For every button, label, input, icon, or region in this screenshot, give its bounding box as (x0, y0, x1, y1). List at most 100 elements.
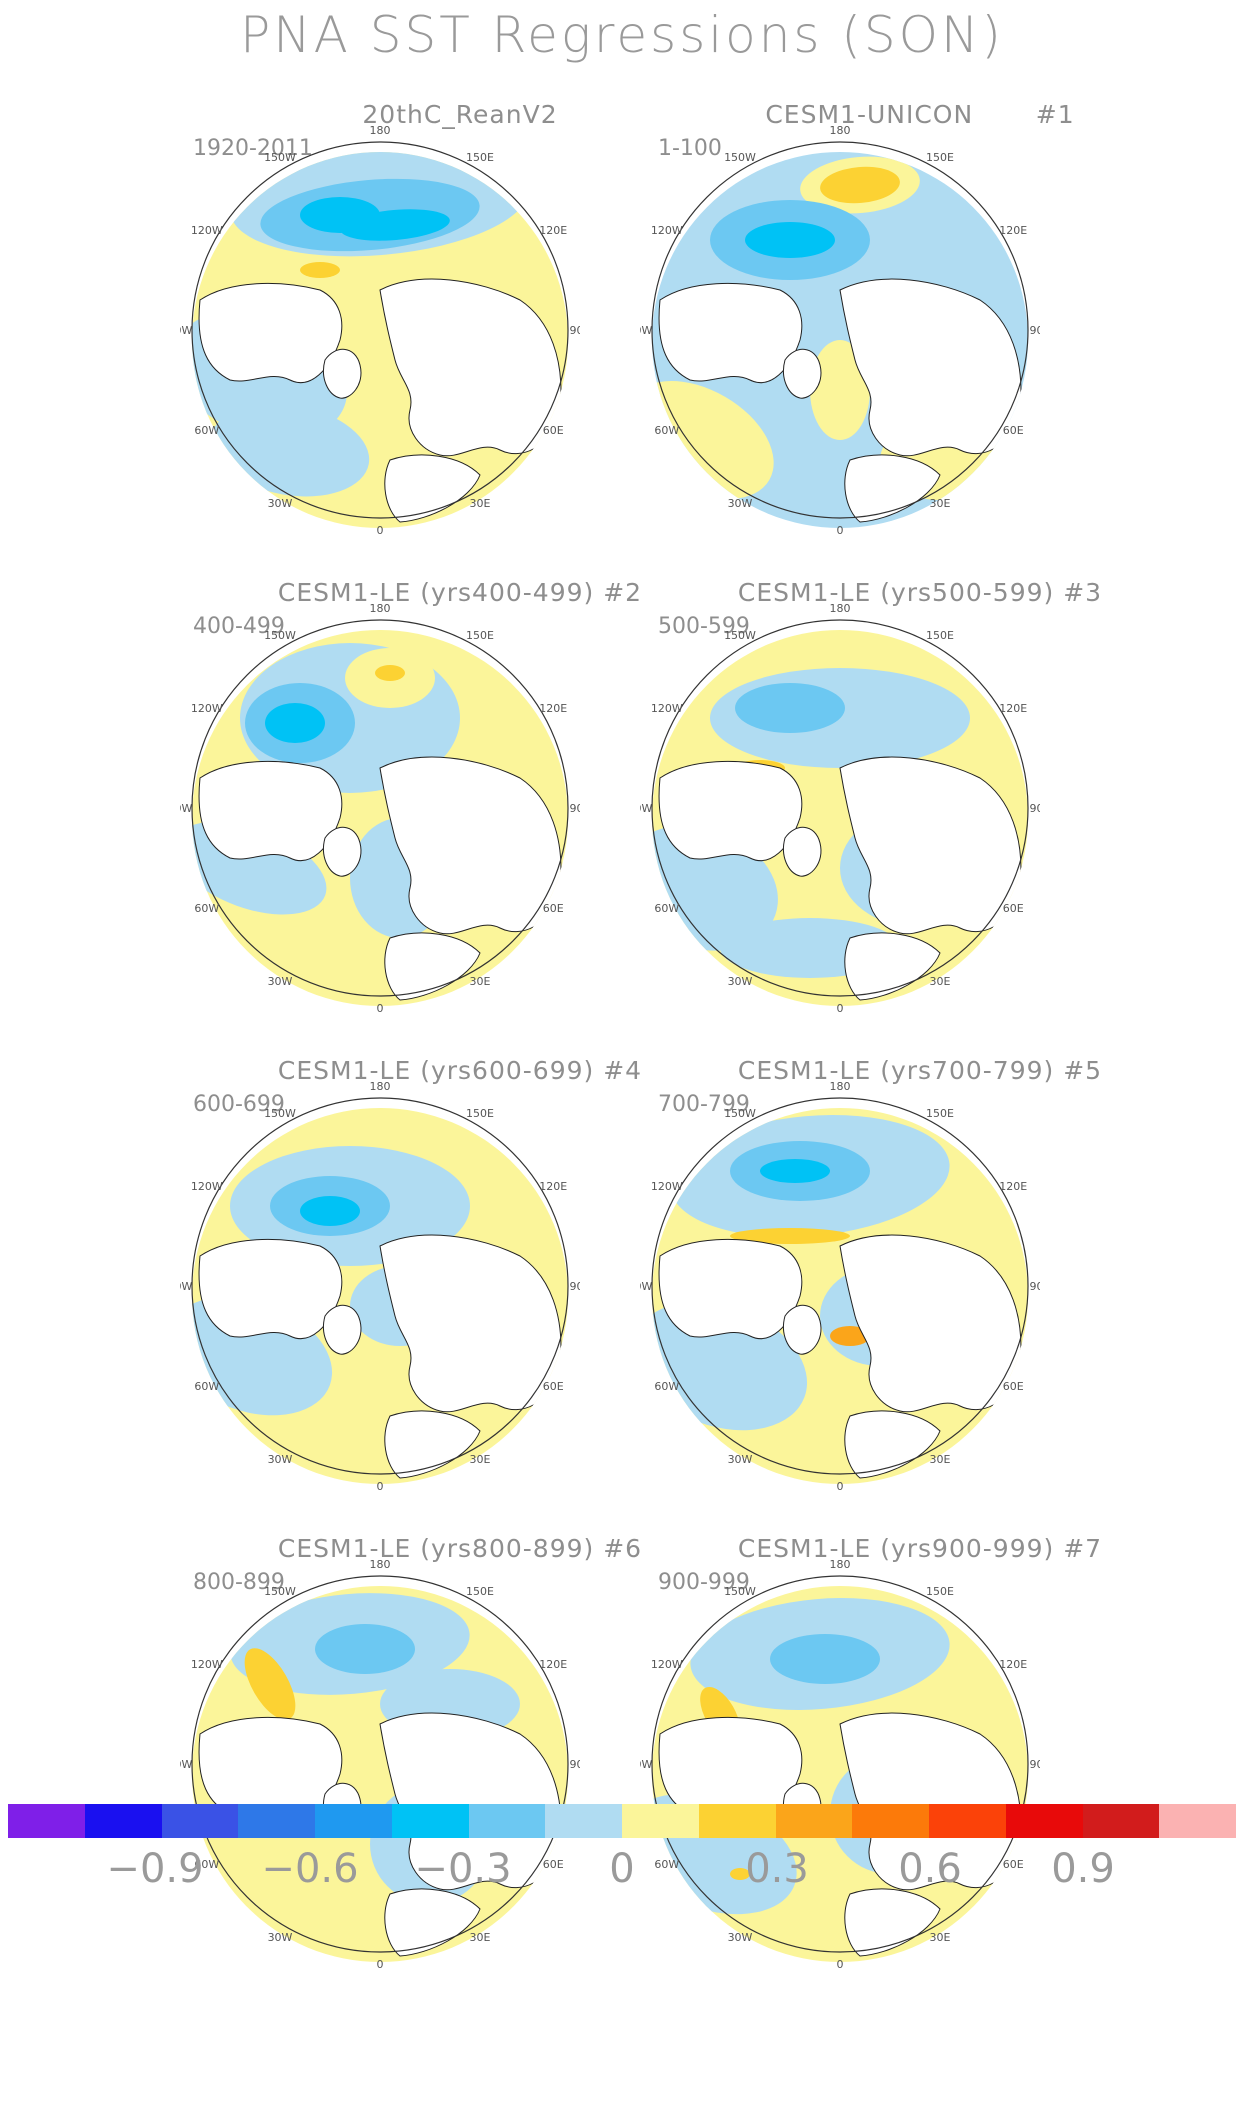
longitude-label: 60E (1003, 1858, 1024, 1871)
greenland-land (323, 826, 362, 877)
sst-anomaly-region (810, 340, 870, 440)
longitude-label: 90W (180, 1758, 193, 1771)
colorbar-swatch (852, 1804, 930, 1838)
sst-anomaly-region (244, 1648, 296, 1720)
longitude-label: 150W (264, 1585, 296, 1598)
eurasia-land (379, 1234, 562, 1413)
longitude-label: 150W (264, 151, 296, 164)
panel-title: CESM1-LE (yrs600-699) #4 (277, 1056, 643, 1085)
longitude-label: 120W (651, 702, 683, 715)
longitude-label: 30E (470, 1931, 491, 1944)
longitude-label: 30W (268, 497, 293, 510)
map-boundary (191, 619, 569, 997)
longitude-label: 30E (470, 497, 491, 510)
north-america-land (198, 1238, 343, 1340)
map-panel-3: CESM1-LE (yrs500-599) #3 500-599 180 150E… (640, 578, 1200, 1058)
colorbar-swatch (1005, 1804, 1084, 1838)
colorbar-swatch (391, 1804, 470, 1838)
longitude-label: 30E (930, 1453, 951, 1466)
longitude-label: 90W (640, 1280, 653, 1293)
longitude-label: 30W (268, 1931, 293, 1944)
longitude-label: 60E (543, 902, 564, 915)
panel-title: 20thC_ReanV2 (362, 100, 558, 129)
map-panel-6: CESM1-LE (yrs800-899) #6 800-899 180 150E… (180, 1534, 740, 2014)
longitude-label: 120W (191, 1658, 223, 1671)
longitude-label: 90W (180, 1280, 193, 1293)
longitude-label: 180 (830, 1558, 851, 1571)
africa-land (844, 1888, 941, 1957)
longitude-label: 90E (570, 1280, 580, 1293)
longitude-label: 120W (651, 224, 683, 237)
sst-anomaly-region (375, 665, 405, 681)
longitude-label: 120E (539, 1658, 567, 1671)
longitude-label: 90W (640, 324, 653, 337)
colorbar-swatch (315, 1804, 393, 1838)
sst-anomaly-region (730, 1868, 750, 1880)
panel-title: CESM1-LE (yrs900-999) #7 (737, 1534, 1103, 1563)
longitude-label: 150W (264, 629, 296, 642)
colorbar-label: 0.9 (1051, 1846, 1115, 1892)
longitude-label: 60E (1003, 1380, 1024, 1393)
panel-title: CESM1-LE (yrs700-799) #5 (737, 1056, 1103, 1085)
longitude-label: 60E (1003, 424, 1024, 437)
longitude-label: 60E (543, 1858, 564, 1871)
longitude-label: 90E (1030, 324, 1040, 337)
map-panel-5: CESM1-LE (yrs700-799) #5 700-799 180 150E… (640, 1056, 1200, 1536)
longitude-label: 120E (999, 1658, 1027, 1671)
longitude-label: 150W (264, 1107, 296, 1120)
colorbar-label: 0 (609, 1846, 635, 1892)
longitude-label: 60W (194, 902, 219, 915)
colorbar-label: 0.6 (898, 1846, 962, 1892)
longitude-label: 30E (930, 1931, 951, 1944)
longitude-label: 150E (466, 1107, 494, 1120)
longitude-label: 60W (654, 902, 679, 915)
sst-anomaly-region (340, 209, 450, 241)
africa-land (384, 932, 481, 1001)
eurasia-land (839, 756, 1022, 935)
longitude-label: 60E (543, 1380, 564, 1393)
longitude-label: 150E (926, 1585, 954, 1598)
north-america-land (658, 1716, 803, 1818)
panel-years: 700-799 (658, 1092, 750, 1117)
map-boundary (191, 1097, 569, 1475)
longitude-label: 60W (194, 1858, 219, 1871)
panel-years: 900-999 (658, 1570, 750, 1595)
colorbar (8, 1804, 1237, 1840)
longitude-label: 0 (837, 1958, 844, 1971)
sst-anomaly-region (745, 222, 835, 258)
longitude-label: 60W (194, 424, 219, 437)
polar-map: 180 150E 120E 90E 60E 30E 0 30W 60W 90W 120W 150W (640, 124, 1040, 537)
longitude-label: 120W (191, 224, 223, 237)
sst-anomaly-region (820, 166, 900, 204)
colorbar-swatch (545, 1804, 623, 1838)
colorbar-swatch (8, 1804, 86, 1838)
longitude-label: 180 (370, 124, 391, 137)
longitude-label: 90W (180, 324, 193, 337)
longitude-label: 90W (180, 802, 193, 815)
longitude-label: 0 (837, 524, 844, 537)
north-america-land (658, 1238, 803, 1340)
africa-land (384, 454, 481, 523)
longitude-label: 120E (999, 702, 1027, 715)
longitude-label: 180 (370, 1080, 391, 1093)
longitude-label: 150W (724, 1585, 756, 1598)
sst-anomaly-region (315, 1624, 415, 1674)
map-boundary (651, 619, 1029, 997)
longitude-label: 150E (926, 1107, 954, 1120)
colorbar-label: −0.3 (414, 1846, 512, 1892)
map-panel-0: 20thC_ReanV2 1920-2011 180 150E 120E 90E 60E… (180, 100, 740, 580)
longitude-label: 150E (926, 151, 954, 164)
longitude-label: 120E (999, 224, 1027, 237)
longitude-label: 60W (654, 1858, 679, 1871)
longitude-label: 30W (268, 1453, 293, 1466)
panel-title: CESM1-LE (yrs400-499) #2 (277, 578, 643, 607)
longitude-label: 30W (728, 497, 753, 510)
greenland-land (323, 1304, 362, 1355)
panel-years: 600-699 (193, 1092, 285, 1117)
map-boundary (651, 1575, 1029, 1953)
colorbar-label: −0.6 (261, 1846, 359, 1892)
panel-title: CESM1-LE (yrs500-599) #3 (737, 578, 1103, 607)
north-america-land (198, 760, 343, 862)
figure-title: PNA SST Regressions (SON) (240, 6, 1004, 64)
longitude-label: 0 (377, 524, 384, 537)
